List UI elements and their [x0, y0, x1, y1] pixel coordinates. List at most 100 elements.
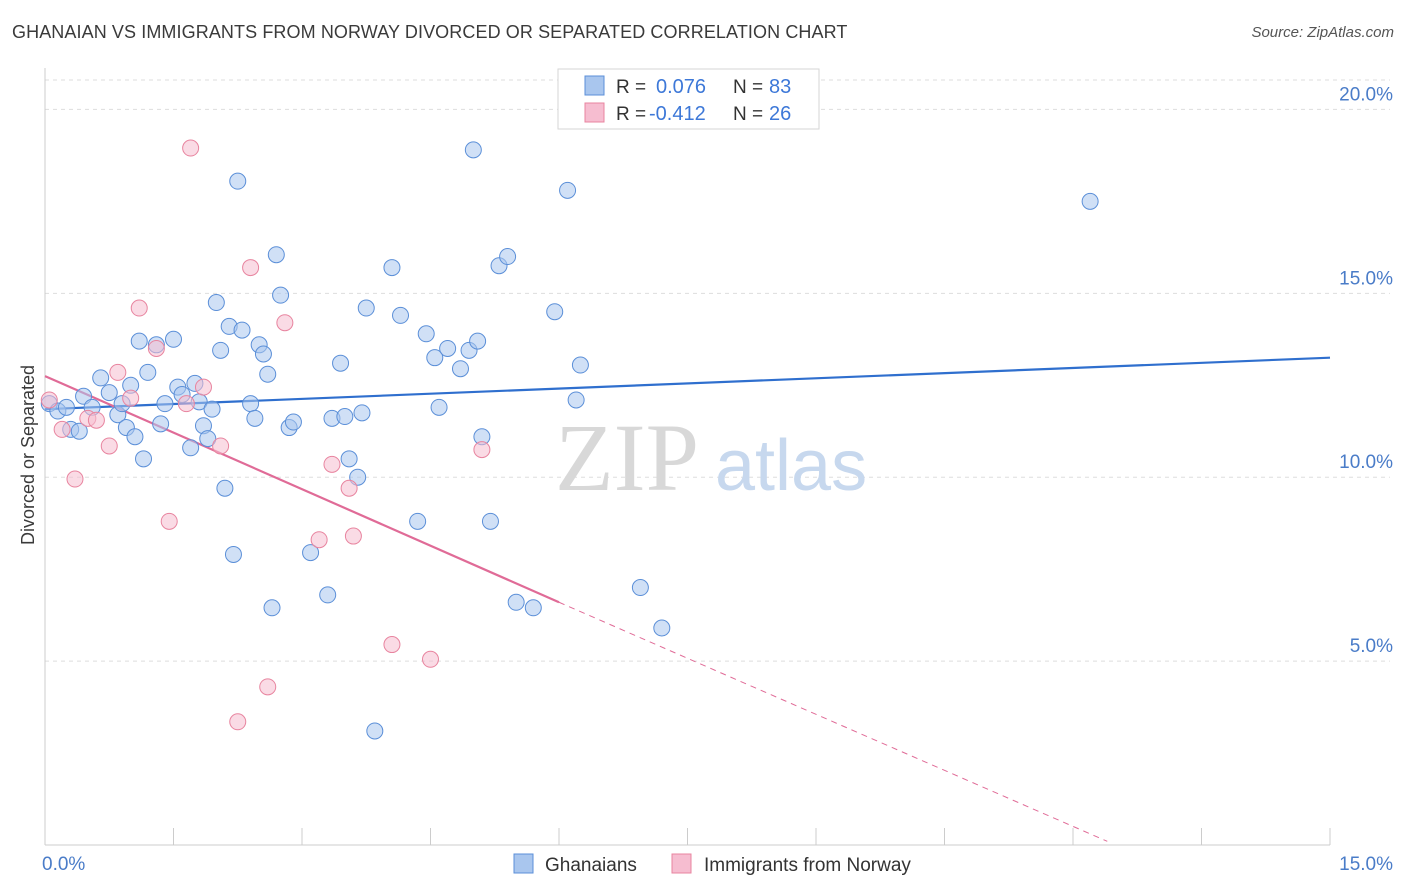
norway-point-10: [160, 512, 178, 530]
chart-title: GHANAIAN VS IMMIGRANTS FROM NORWAY DIVOR…: [12, 22, 848, 42]
ghanaian-point-60: [426, 349, 444, 367]
ghanaian-point-15: [135, 450, 153, 468]
ghanaian-point-34: [229, 172, 247, 190]
norway-point-2: [66, 470, 84, 488]
ghanaian-point-14: [130, 332, 148, 350]
norway-point-18: [276, 314, 294, 332]
ghanaian-point-63: [451, 360, 469, 378]
legend-n-value-2: 26: [769, 103, 791, 125]
correlation-legend: R = 0.076 N = 83 R = -0.412 N = 26: [557, 68, 820, 130]
ghanaian-point-47: [319, 586, 337, 604]
norway-point-9: [147, 339, 165, 357]
chart-source: Source: ZipAtlas.com: [1251, 24, 1394, 41]
ghanaian-point-18: [152, 415, 170, 433]
ghanaian-point-72: [524, 599, 542, 617]
legend-r-value-1: 0.076: [656, 76, 706, 98]
x-tick-label-0: 0.0%: [42, 854, 85, 875]
ghanaian-point-57: [392, 306, 410, 324]
ghanaian-point-56: [383, 259, 401, 277]
legend-swatch-blue: [584, 75, 605, 96]
legend-r-label-1: R =: [616, 77, 646, 98]
series-legend-swatch-norway: [671, 853, 692, 874]
ghanaian-point-20: [165, 330, 182, 348]
ghanaian-point-77: [631, 579, 649, 597]
ghanaian-point-70: [499, 248, 517, 266]
ghanaian-point-7: [92, 369, 110, 387]
ghanaian-point-50: [336, 408, 354, 426]
watermark-atlas: atlas: [715, 426, 867, 506]
norway-point-1: [53, 420, 71, 438]
trend-line-ghanaians: [44, 356, 1331, 411]
watermark: ZIP atlas: [555, 404, 867, 511]
x-tick-label-1: 15.0%: [1339, 854, 1393, 875]
ghanaian-point-31: [216, 479, 234, 497]
ghanaian-point-58: [409, 512, 427, 530]
ghanaian-point-53: [353, 404, 371, 422]
ghanaian-point-19: [156, 395, 174, 413]
ghanaian-point-79: [1081, 192, 1099, 210]
norway-point-8: [130, 299, 148, 317]
y-tick-label-3: 20.0%: [1339, 84, 1393, 105]
y-tick-label-1: 10.0%: [1339, 452, 1393, 473]
ghanaian-point-8: [100, 384, 118, 402]
legend-n-label-1: N =: [733, 77, 763, 98]
ghanaian-point-73: [546, 303, 564, 321]
ghanaian-point-51: [340, 450, 358, 468]
tick-labels: 5.0% 10.0% 15.0% 20.0% 0.0% 15.0%: [42, 84, 1393, 875]
grid-lines: [45, 79, 1390, 662]
ghanaian-point-39: [254, 345, 272, 363]
ghanaian-point-13: [126, 428, 144, 446]
norway-point-21: [340, 479, 358, 497]
norway-point-0: [40, 391, 58, 409]
ghanaian-point-41: [263, 599, 281, 617]
trend-line-norway-extension: [558, 601, 1108, 842]
norway-point-13: [194, 378, 212, 396]
ghanaian-point-66: [469, 332, 487, 350]
ghanaian-point-78: [653, 619, 671, 637]
series-legend-label-norway: Immigrants from Norway: [704, 855, 911, 876]
ghanaian-point-45: [284, 413, 302, 431]
norway-point-22: [344, 527, 362, 545]
norway-point-6: [109, 363, 127, 381]
ghanaian-point-54: [357, 299, 375, 317]
legend-r-label-2: R =: [616, 104, 646, 125]
legend-n-label-2: N =: [733, 104, 763, 125]
norway-point-5: [100, 437, 118, 455]
y-tick-label-2: 15.0%: [1339, 268, 1393, 289]
ghanaian-point-76: [571, 356, 589, 374]
ghanaian-point-36: [242, 395, 260, 413]
data-points: [40, 139, 1099, 740]
legend-n-value-1: 83: [769, 76, 791, 98]
series-legend-label-ghanaians: Ghanaians: [545, 855, 637, 876]
ghanaian-point-46: [302, 544, 320, 562]
ghanaian-point-28: [203, 400, 221, 418]
legend-r-value-2: -0.412: [649, 103, 706, 125]
ghanaian-point-55: [366, 722, 384, 740]
ghanaian-point-65: [464, 141, 482, 159]
series-legend-swatch-ghanaians: [513, 853, 534, 874]
ghanaian-point-49: [332, 354, 350, 372]
ghanaian-point-59: [417, 325, 435, 343]
ghanaian-point-68: [481, 512, 499, 530]
ghanaian-point-29: [207, 294, 225, 312]
ghanaian-point-74: [559, 181, 577, 199]
norway-point-4: [87, 411, 105, 429]
trend-lines: [44, 356, 1331, 842]
y-axis-title: Divorced or Separated: [18, 365, 38, 545]
ghanaian-point-4: [70, 422, 88, 440]
ghanaian-point-23: [182, 439, 200, 457]
ghanaian-point-27: [199, 430, 217, 448]
norway-point-14: [212, 437, 230, 455]
norway-point-17: [259, 678, 277, 696]
ghanaian-point-37: [246, 409, 264, 427]
ghanaian-point-35: [233, 321, 251, 339]
norway-point-19: [310, 531, 328, 549]
trend-line-norway: [44, 375, 560, 604]
norway-point-15: [229, 713, 247, 731]
norway-point-25: [473, 441, 491, 459]
norway-point-7: [122, 389, 140, 407]
y-tick-label-0: 5.0%: [1350, 636, 1393, 657]
axes: [44, 68, 1331, 846]
ghanaian-point-71: [507, 593, 525, 611]
